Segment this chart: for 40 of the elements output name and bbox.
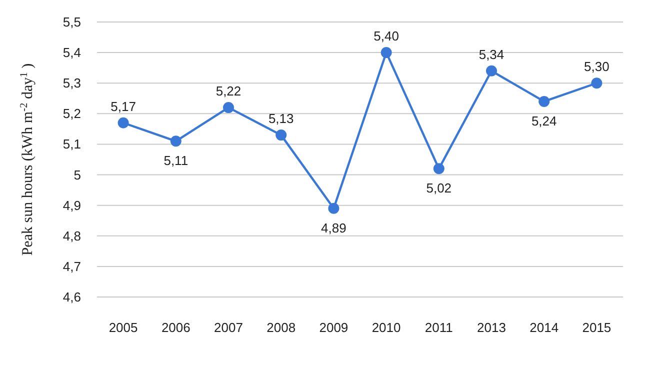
point: [486, 65, 497, 76]
point: [223, 102, 234, 114]
x-tick-label: 2008: [266, 320, 296, 335]
point: [380, 47, 392, 58]
data-label: 5,13: [268, 111, 294, 126]
y-tick-label: 4,8: [62, 228, 81, 244]
x-tick-label: 2005: [108, 320, 138, 335]
y-tick-label: 4,7: [62, 258, 81, 274]
data-label: 4,89: [321, 220, 346, 236]
data-label: 5,02: [426, 180, 452, 196]
point: [118, 117, 129, 128]
data-label: 5,30: [584, 59, 610, 74]
x-tick-label: 2007: [214, 320, 243, 335]
y-tick-label: 5,4: [62, 45, 81, 60]
point: [538, 96, 550, 107]
x-tick-label: 2011: [424, 320, 453, 335]
data-label: 5,34: [478, 46, 504, 62]
data-label: 5,17: [110, 98, 136, 114]
point: [591, 78, 602, 89]
data-label: 5,24: [531, 113, 557, 128]
y-tick-label: 5,5: [62, 14, 81, 30]
point: [433, 163, 444, 174]
y-tick-label: 5,2: [62, 106, 81, 122]
y-tick-label: 5,1: [62, 136, 81, 152]
x-tick-label: 2010: [372, 320, 401, 335]
data-label: 5,22: [216, 84, 242, 99]
x-tick-label: 2014: [530, 320, 559, 335]
x-tick-label: 2013: [477, 320, 506, 335]
y-tick-label: 5,3: [62, 76, 81, 91]
y-tick-label: 4,6: [62, 290, 81, 304]
x-tick-label: 2015: [582, 320, 612, 335]
data-label: 5,11: [164, 153, 188, 168]
y-tick-label: 5: [74, 167, 81, 182]
data-label: 5,40: [374, 28, 399, 44]
point: [276, 130, 287, 141]
point: [328, 202, 340, 214]
y-tick-label: 4,9: [62, 198, 81, 213]
point: [170, 136, 182, 147]
x-tick-label: 2009: [319, 320, 348, 335]
x-tick-label: 2006: [161, 320, 190, 335]
